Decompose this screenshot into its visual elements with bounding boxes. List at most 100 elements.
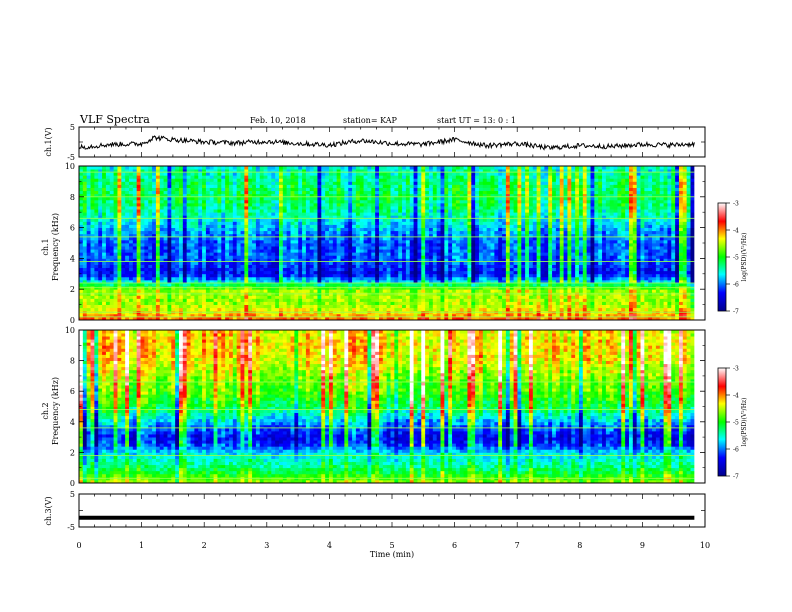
spectrogram-cell <box>263 224 268 228</box>
spectrogram-cell <box>236 258 241 262</box>
spectrogram-cell <box>440 239 445 244</box>
spectrogram-cell <box>136 261 141 265</box>
spectrogram-cell <box>132 187 138 192</box>
spectrogram-cell <box>186 224 191 228</box>
spectrogram-cell <box>359 261 365 265</box>
spectrogram-cell <box>298 313 303 318</box>
spectrogram-cell <box>302 224 307 228</box>
spectrogram-cell <box>313 236 318 241</box>
spectrogram-cell <box>159 295 165 299</box>
spectrogram-cell <box>332 261 338 265</box>
spectrogram-cell <box>367 184 372 188</box>
spectrogram-cell <box>378 212 384 216</box>
spectrogram-cell <box>209 187 215 192</box>
spectrogram-cell <box>228 279 234 284</box>
spectrogram-cell <box>102 239 107 244</box>
spectrogram-cell <box>267 227 272 232</box>
spectrogram-cell <box>113 301 118 305</box>
spectrogram-cell <box>286 196 291 201</box>
spectrogram-cell <box>405 301 411 305</box>
spectrogram-cell <box>290 221 295 225</box>
spectrogram-cell <box>98 215 103 219</box>
spectrogram-cell <box>332 252 338 256</box>
spectrogram-cell <box>359 209 365 213</box>
spectrogram-cell <box>290 243 295 247</box>
spectrogram-cell <box>313 190 318 195</box>
spectrogram-cell <box>282 246 288 250</box>
spectrogram-cell <box>236 184 241 188</box>
spectrogram-cell <box>313 230 318 235</box>
spectrogram-cell <box>209 166 215 170</box>
spectrogram-cell <box>394 199 399 204</box>
spectrogram-cell <box>313 276 318 281</box>
spectrogram-cell <box>398 166 403 170</box>
spectrogram-cell <box>390 187 395 192</box>
spectrogram-cell <box>321 313 326 318</box>
spectrogram-cell <box>271 184 276 188</box>
spectrogram-cell <box>375 236 380 241</box>
spectrogram-cell <box>432 202 438 207</box>
spectrogram-cell <box>102 255 107 259</box>
spectrogram-cell <box>190 252 195 256</box>
spectrogram-cell <box>321 249 326 253</box>
spectrogram-cell <box>259 264 265 269</box>
spectrogram-cell <box>317 221 322 225</box>
spectrogram-cell <box>79 264 84 269</box>
spectrogram-cell <box>286 224 291 228</box>
spectrogram-cell <box>309 246 315 250</box>
spectrogram-cell <box>248 264 253 269</box>
spectrogram-cell <box>375 252 380 256</box>
spectrogram-cell <box>394 252 399 256</box>
spectrogram-cell <box>221 224 226 228</box>
spectrogram-cell <box>371 298 376 302</box>
spectrogram-cell <box>302 273 307 278</box>
spectrogram-cell <box>398 199 403 204</box>
spectrogram-cell <box>348 279 353 284</box>
spectrogram-cell <box>182 202 188 207</box>
spectrogram-cell <box>336 212 341 216</box>
spectrogram-cell <box>428 181 434 185</box>
spectrogram-cell <box>352 279 357 284</box>
spectrogram-cell <box>225 307 230 312</box>
spectrogram-cell <box>148 261 153 265</box>
spectrogram-cell <box>382 258 388 262</box>
spectrogram-cell <box>140 261 145 265</box>
spectrogram-cell <box>202 255 207 259</box>
spectrogram-cell <box>278 212 284 216</box>
spectrogram-cell <box>163 276 168 281</box>
spectrogram-cell <box>225 202 230 207</box>
spectrogram-cell <box>140 209 145 213</box>
spectrogram-cell <box>202 239 207 244</box>
spectrogram-cell <box>382 307 388 312</box>
spectrogram-cell <box>244 313 249 318</box>
spectrogram-cell <box>213 166 218 170</box>
spectrogram-cell <box>375 279 380 284</box>
spectrogram-cell <box>425 181 430 185</box>
spectrogram-cell <box>298 298 303 302</box>
spectrogram-cell <box>398 273 403 278</box>
spectrogram-cell <box>352 166 357 170</box>
spectrogram-cell <box>294 181 299 185</box>
spectrogram-cell <box>159 313 165 318</box>
spectrogram-cell <box>386 190 391 195</box>
spectrogram-cell <box>402 181 407 185</box>
spectrogram-cell <box>155 215 161 219</box>
spectrogram-cell <box>382 301 388 305</box>
spectrogram-cell <box>228 193 234 198</box>
spectrogram-cell <box>240 279 245 284</box>
spectrogram-cell <box>282 273 288 278</box>
spectrogram-cell <box>98 283 103 287</box>
spectrogram-cell <box>448 304 453 309</box>
spectrogram-cell <box>225 246 230 250</box>
spectrogram-cell <box>344 227 349 232</box>
spectrogram-cell <box>236 181 241 185</box>
spectrogram-cell <box>363 206 368 210</box>
spectrogram-cell <box>140 175 145 179</box>
spectrogram-cell <box>79 196 84 201</box>
spectrogram-cell <box>305 218 311 222</box>
spectrogram-cell <box>367 246 372 250</box>
spectrogram-cell <box>421 202 426 207</box>
spectrogram-cell <box>148 239 153 244</box>
spectrogram-cell <box>248 289 253 293</box>
spectrogram-cell <box>259 298 265 302</box>
